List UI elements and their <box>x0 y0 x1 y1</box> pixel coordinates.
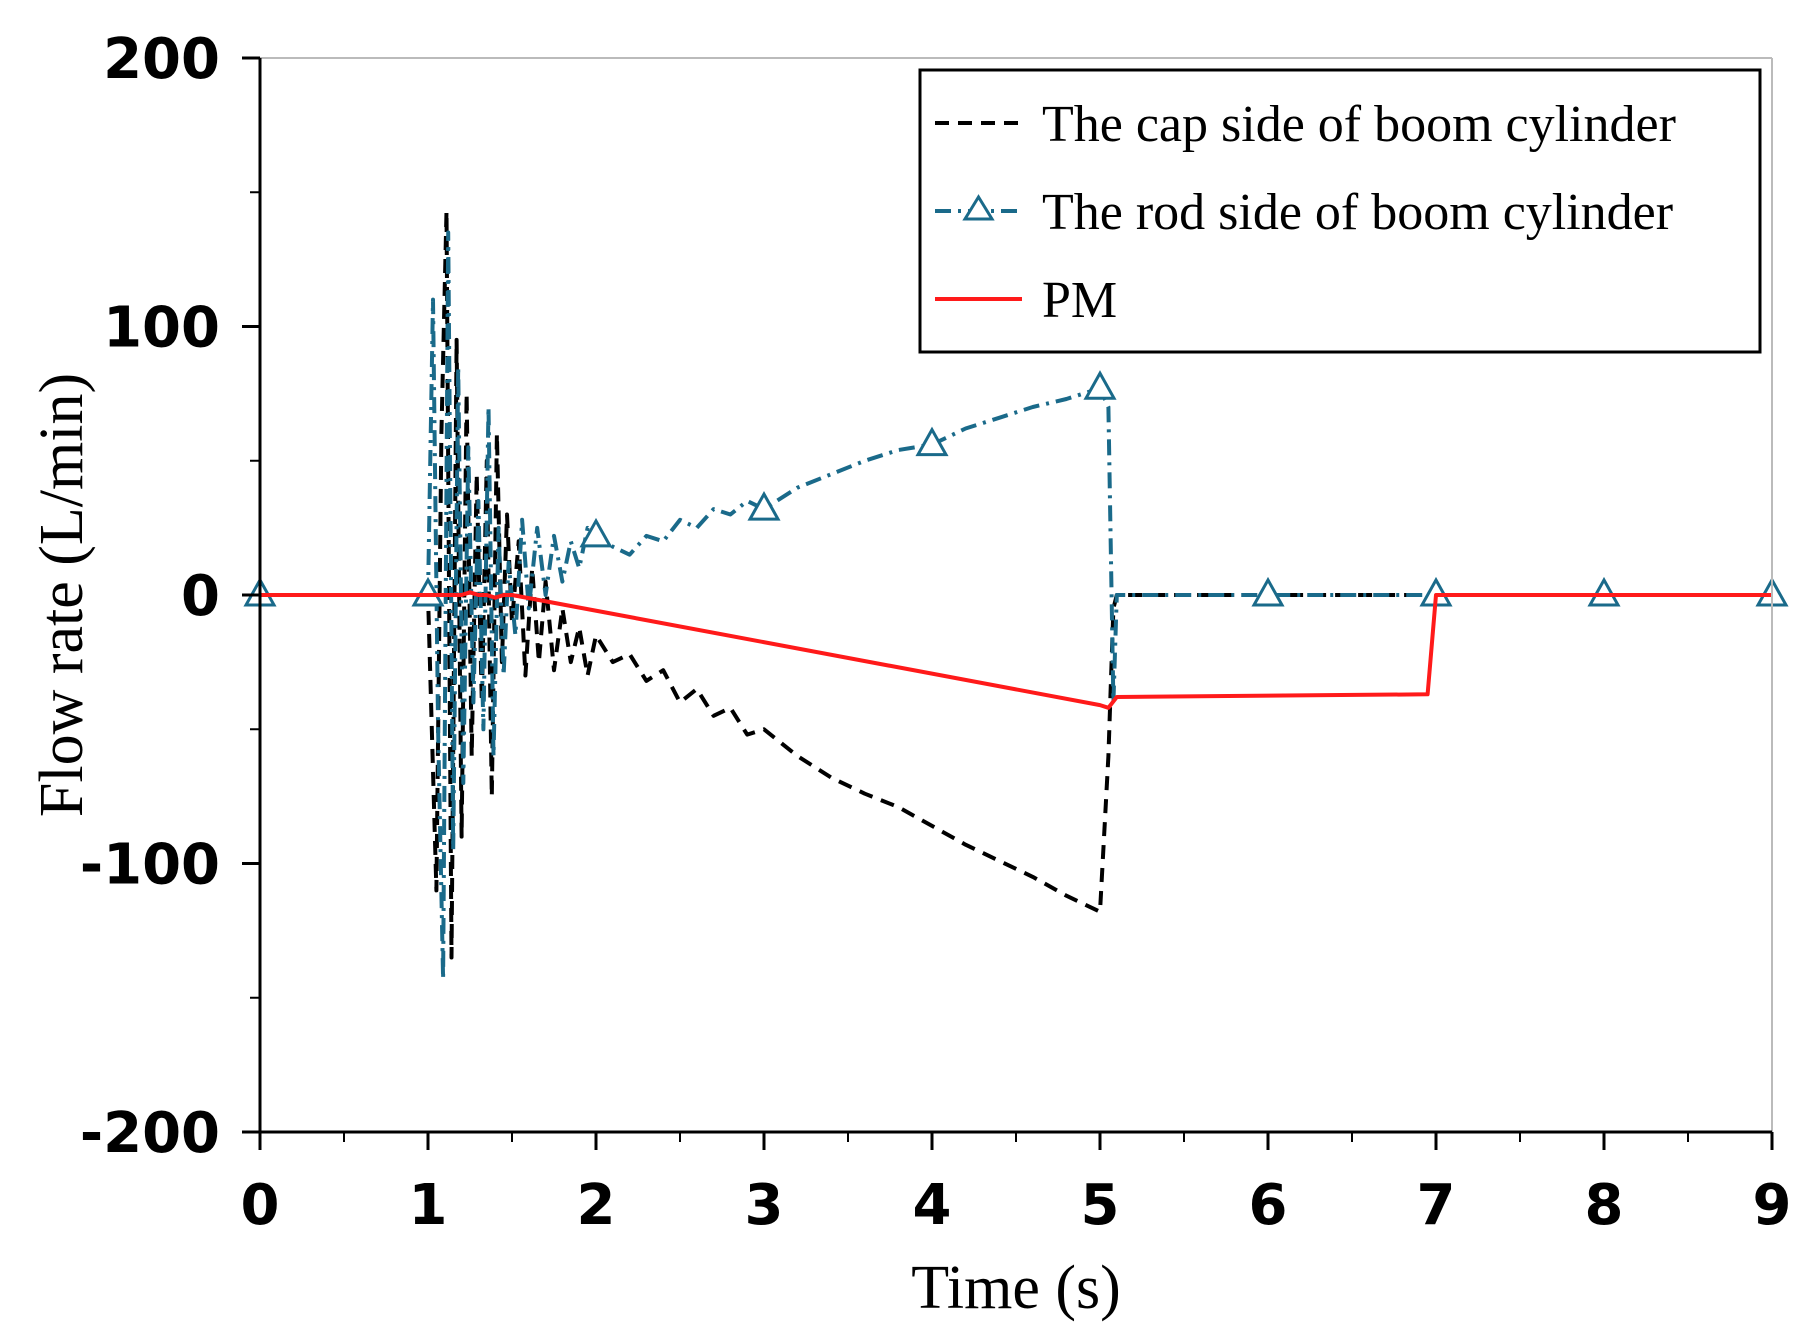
y-tick-label: 100 <box>103 296 220 361</box>
series-line-pm <box>260 590 1772 710</box>
x-tick-label: 0 <box>241 1173 280 1238</box>
series-line-cap-side <box>260 209 1772 960</box>
legend-label-pm: PM <box>1042 272 1117 329</box>
y-tick-label: -200 <box>80 1101 220 1166</box>
x-tick-label: 4 <box>913 1173 952 1238</box>
legend: The cap side of boom cylinder The rod si… <box>918 68 1762 354</box>
x-tick-label: 2 <box>577 1173 616 1238</box>
series-layer <box>243 209 1789 981</box>
triangle-marker-icon <box>1251 576 1285 607</box>
y-tick-label: 200 <box>103 27 220 92</box>
legend-box <box>918 68 1762 354</box>
x-tick-label: 6 <box>1249 1173 1288 1238</box>
series-line-rod-side <box>260 230 1772 981</box>
x-tick-label: 8 <box>1585 1173 1624 1238</box>
triangle-marker-icon <box>1587 576 1621 607</box>
x-tick-label: 3 <box>745 1173 784 1238</box>
y-tick-label: -100 <box>80 833 220 898</box>
legend-label-rod-side: The rod side of boom cylinder <box>1042 184 1673 241</box>
x-ticks: 0 1 2 3 4 5 6 7 8 9 <box>241 1132 1792 1238</box>
triangle-marker-icon <box>411 576 445 607</box>
x-tick-label: 1 <box>409 1173 448 1238</box>
legend-triangle-marker-icon <box>962 194 995 221</box>
x-tick-label: 5 <box>1081 1173 1120 1238</box>
x-axis-title: Time (s) <box>911 1254 1121 1322</box>
y-axis-title: Flow rate (L/min) <box>28 373 96 817</box>
triangle-marker-icon <box>1083 370 1117 400</box>
x-tick-label: 7 <box>1417 1173 1456 1238</box>
triangle-marker-icon <box>579 517 613 548</box>
triangle-marker-icon <box>747 491 781 521</box>
legend-label-cap-side: The cap side of boom cylinder <box>1042 96 1676 153</box>
y-ticks: -200 -100 0 100 200 <box>80 27 260 1166</box>
y-tick-label: 0 <box>181 564 220 629</box>
triangle-marker-icon <box>915 426 949 457</box>
x-tick-label: 9 <box>1753 1173 1792 1238</box>
